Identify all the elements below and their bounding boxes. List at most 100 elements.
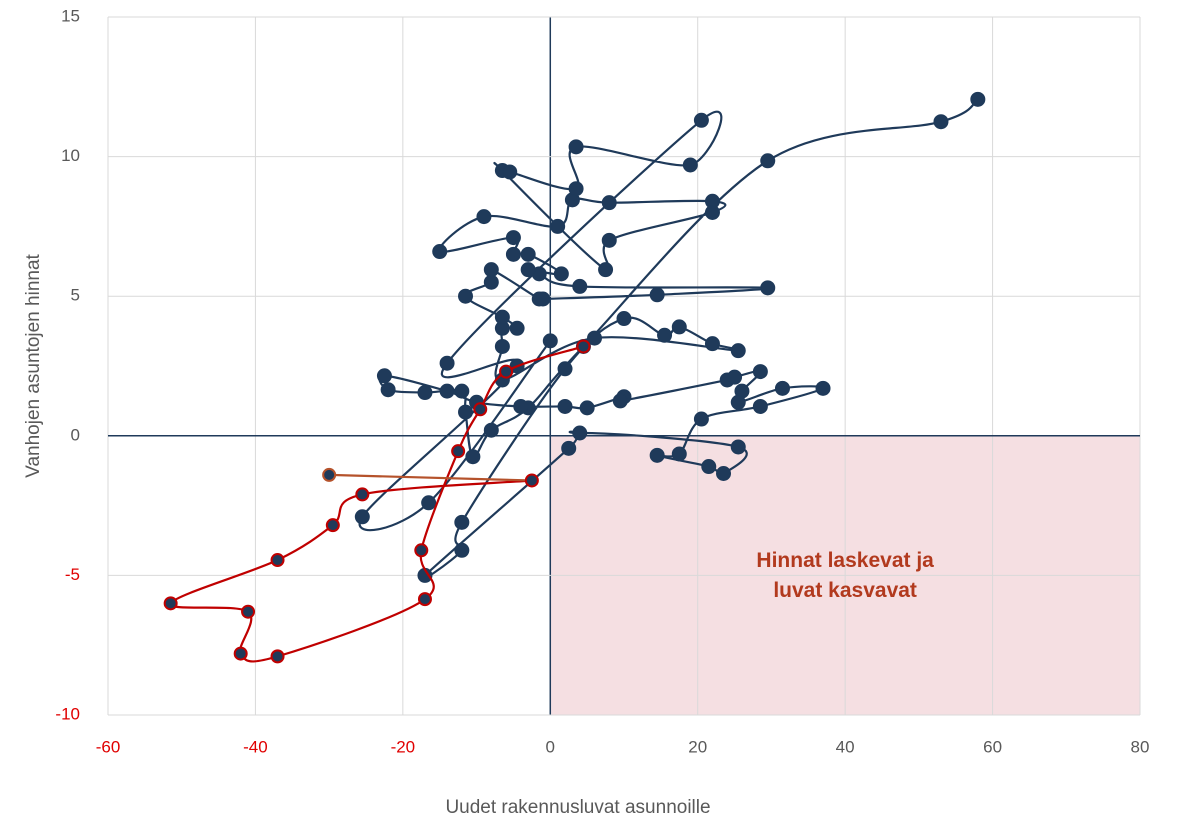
y-tick-label: -10 [55, 704, 80, 723]
point [601, 232, 617, 248]
point [557, 361, 573, 377]
y-tick-label: 15 [61, 6, 80, 25]
point [439, 383, 455, 399]
point [483, 262, 499, 278]
point [414, 543, 429, 558]
point [704, 204, 720, 220]
annotation: Hinnat laskevat ja [756, 549, 934, 572]
point [568, 139, 584, 155]
x-tick-label: -60 [96, 737, 121, 756]
point [439, 355, 455, 371]
y-tick-label: -5 [65, 565, 80, 584]
point [752, 398, 768, 414]
point [270, 553, 285, 568]
point [671, 319, 687, 335]
point [815, 380, 831, 396]
point [649, 447, 665, 463]
point [730, 343, 746, 359]
point [550, 218, 566, 234]
point [454, 383, 470, 399]
point [716, 465, 732, 481]
point [752, 364, 768, 380]
point [727, 369, 743, 385]
x-tick-label: 0 [546, 737, 555, 756]
y-axis-label: Vanhojen asuntojen hinnat [23, 253, 44, 477]
point [355, 487, 370, 502]
point [701, 459, 717, 475]
point [557, 398, 573, 414]
point [579, 400, 595, 416]
point [509, 320, 525, 336]
point [417, 592, 432, 607]
point [502, 164, 518, 180]
point [421, 495, 437, 511]
point [417, 385, 433, 401]
point [354, 509, 370, 525]
point [561, 440, 577, 456]
point [494, 309, 510, 325]
point [432, 244, 448, 260]
point [476, 209, 492, 225]
point [241, 604, 256, 619]
x-tick-label: -20 [391, 737, 416, 756]
point [568, 181, 584, 197]
point [760, 280, 776, 296]
point [730, 394, 746, 410]
point [233, 646, 248, 661]
point [458, 288, 474, 304]
point [535, 291, 551, 307]
point [513, 398, 529, 414]
point [163, 596, 178, 611]
point [454, 514, 470, 530]
x-axis-label: Uudet rakennusluvat asunnoille [445, 797, 710, 818]
point [520, 262, 536, 278]
x-tick-label: 60 [983, 737, 1002, 756]
point [657, 327, 673, 343]
point [483, 274, 499, 290]
y-tick-label: 10 [61, 146, 80, 165]
x-tick-label: 40 [836, 737, 855, 756]
point [451, 444, 466, 459]
point [576, 339, 591, 354]
series-line [169, 345, 584, 663]
point [458, 404, 474, 420]
y-tick-label: 5 [71, 286, 80, 305]
last-segment [329, 473, 532, 482]
point [693, 112, 709, 128]
point [649, 287, 665, 303]
point [473, 402, 488, 417]
point [542, 333, 558, 349]
point [598, 262, 614, 278]
point [380, 382, 396, 398]
point [376, 368, 392, 384]
y-tick-label: 0 [71, 425, 80, 444]
point [774, 380, 790, 396]
x-tick-label: 20 [688, 737, 707, 756]
point [454, 542, 470, 558]
point [499, 364, 514, 379]
point [520, 246, 536, 262]
point [325, 518, 340, 533]
point [682, 157, 698, 173]
point [572, 278, 588, 294]
point [505, 230, 521, 246]
point [587, 330, 603, 346]
annotation: luvat kasvavat [773, 579, 917, 602]
point [322, 467, 337, 482]
x-tick-label: 80 [1131, 737, 1150, 756]
point [704, 336, 720, 352]
point [760, 153, 776, 169]
point [616, 311, 632, 327]
point [970, 91, 986, 107]
point [553, 266, 569, 282]
point [612, 393, 628, 409]
point [465, 449, 481, 465]
point [693, 411, 709, 427]
point [671, 446, 687, 462]
point [270, 649, 285, 664]
point [730, 439, 746, 455]
x-tick-label: -40 [243, 737, 268, 756]
point [483, 422, 499, 438]
point [933, 114, 949, 130]
